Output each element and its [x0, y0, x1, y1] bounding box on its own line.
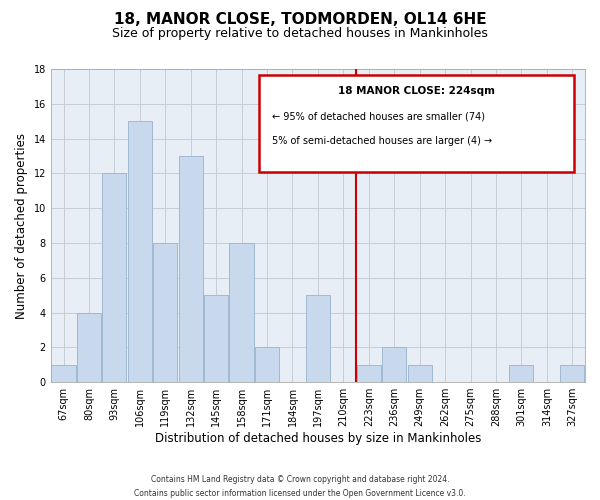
Y-axis label: Number of detached properties: Number of detached properties — [15, 132, 28, 318]
Bar — [103, 174, 127, 382]
Bar — [77, 312, 101, 382]
Bar — [560, 364, 584, 382]
Text: Contains HM Land Registry data © Crown copyright and database right 2024.
Contai: Contains HM Land Registry data © Crown c… — [134, 476, 466, 498]
X-axis label: Distribution of detached houses by size in Mankinholes: Distribution of detached houses by size … — [155, 432, 481, 445]
Bar — [509, 364, 533, 382]
Text: Size of property relative to detached houses in Mankinholes: Size of property relative to detached ho… — [112, 28, 488, 40]
Bar — [52, 364, 76, 382]
Bar — [179, 156, 203, 382]
Bar — [306, 295, 330, 382]
Bar — [153, 243, 178, 382]
Bar — [356, 364, 381, 382]
Bar — [407, 364, 432, 382]
FancyBboxPatch shape — [259, 76, 574, 172]
Text: ← 95% of detached houses are smaller (74): ← 95% of detached houses are smaller (74… — [272, 112, 485, 122]
Bar — [204, 295, 228, 382]
Bar — [382, 348, 406, 382]
Text: 5% of semi-detached houses are larger (4) →: 5% of semi-detached houses are larger (4… — [272, 136, 493, 146]
Bar — [128, 121, 152, 382]
Text: 18 MANOR CLOSE: 224sqm: 18 MANOR CLOSE: 224sqm — [338, 86, 495, 96]
Text: 18, MANOR CLOSE, TODMORDEN, OL14 6HE: 18, MANOR CLOSE, TODMORDEN, OL14 6HE — [113, 12, 487, 28]
Bar — [255, 348, 279, 382]
Bar — [229, 243, 254, 382]
